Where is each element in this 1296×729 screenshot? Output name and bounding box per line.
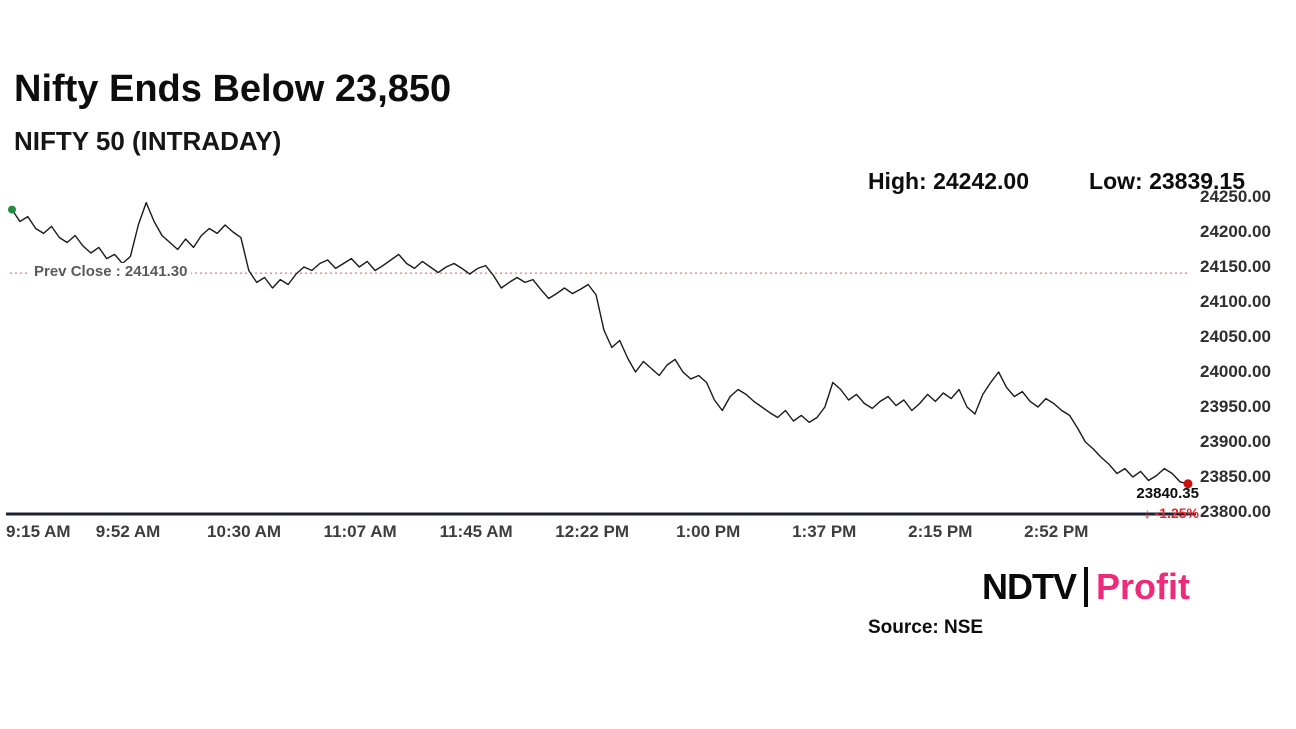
last-price-annotation: 23840.35 ↓ -1.25% [1136, 485, 1199, 522]
change-percent-value: -1.25% [1154, 505, 1199, 521]
y-axis-label: 23800.00 [1200, 502, 1271, 521]
x-axis-label: 2:52 PM [1024, 522, 1089, 541]
down-arrow-icon: ↓ [1143, 505, 1151, 521]
low-value: Low: 23839.15 [1089, 168, 1245, 194]
end-dot [1183, 479, 1193, 489]
y-axis-label: 24100.00 [1200, 292, 1271, 311]
profit-logo-text: Profit [1096, 566, 1190, 607]
y-axis-label: 24000.00 [1200, 362, 1271, 381]
y-axis-label: 24250.00 [1200, 187, 1271, 206]
page-title: Nifty Ends Below 23,850 [14, 68, 452, 110]
x-axis-label: 11:45 AM [439, 522, 513, 541]
last-price: 23840.35 [1136, 485, 1199, 502]
price-line [11, 201, 1189, 485]
y-axis-label: 24200.00 [1200, 222, 1271, 241]
ndtv-profit-logo: NDTV Profit [982, 566, 1190, 608]
start-dot [8, 205, 16, 214]
x-axis-label: 10:30 AM [207, 522, 282, 541]
y-axis-label: 24050.00 [1200, 327, 1271, 346]
x-axis-label: 9:15 AM [6, 522, 71, 541]
high-value: High: 24242.00 [867, 168, 1030, 194]
x-axis-label: 1:00 PM [676, 522, 741, 541]
logo-separator [1084, 567, 1088, 607]
x-axis-label: 2:15 PM [908, 522, 973, 541]
x-axis-label: 1:37 PM [792, 522, 857, 541]
x-axis-label: 9:52 AM [95, 522, 161, 541]
high-low-row: High: 24242.00 Low: 23839.15 [868, 168, 1245, 195]
prev-close-label: Prev Close : 24141.30 [30, 263, 192, 281]
price-line-svg [6, 201, 1196, 516]
x-axis-label: 11:07 AM [323, 522, 397, 541]
price-chart: Prev Close : 24141.30 24250.00 24200.00 24… [0, 187, 1296, 562]
y-axis-label: 23850.00 [1200, 467, 1271, 486]
y-axis-label: 23900.00 [1200, 432, 1271, 451]
x-axis-label: 12:22 PM [555, 522, 630, 541]
ndtv-logo-text: NDTV [982, 566, 1077, 607]
change-percent: ↓ -1.25% [1136, 505, 1199, 522]
source-caption: Source: NSE [868, 617, 984, 638]
chart-subtitle: NIFTY 50 (INTRADAY) [14, 126, 282, 156]
y-axis-label: 24150.00 [1200, 257, 1271, 276]
y-axis-label: 23950.00 [1200, 397, 1271, 416]
